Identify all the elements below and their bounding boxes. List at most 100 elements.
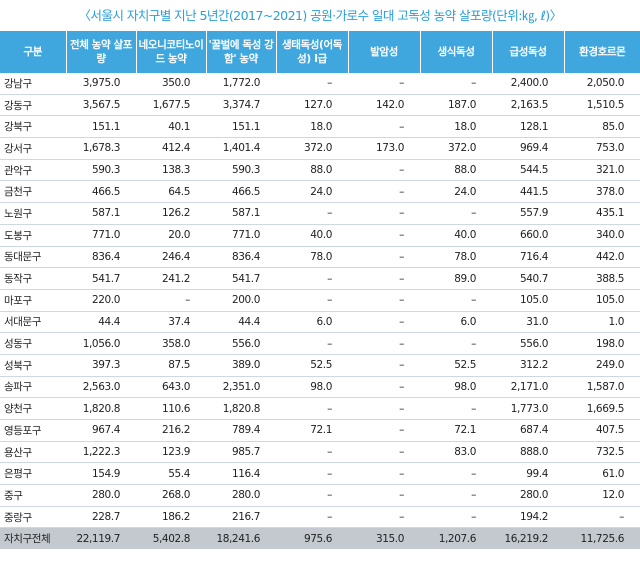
column-header: '꿀벌에 독성 강함' 농약 <box>206 31 277 73</box>
value-cell: 372.0 <box>276 137 348 160</box>
district-cell: 금천구 <box>0 180 66 204</box>
value-cell: 1,401.4 <box>206 137 276 160</box>
table-row: 강남구 3,975.0 350.0 1,772.0– – –2,400.0 2,050.0 <box>0 73 640 95</box>
value-cell: 186.2 <box>136 506 206 529</box>
column-header: 네오니코티노이드 농약 <box>136 31 207 73</box>
value-cell: 216.2 <box>136 419 206 442</box>
value-cell: 407.5 <box>564 419 640 442</box>
value-cell: 969.4 <box>492 137 564 160</box>
value-cell: 2,163.5 <box>492 94 564 117</box>
value-cell: 85.0 <box>564 115 640 139</box>
value-cell: 110.6 <box>136 397 206 420</box>
table-row: 관악구 590.3 138.3 590.3 88.0–88.0 544.5 321.0 <box>0 159 640 182</box>
district-cell: 영등포구 <box>0 419 66 442</box>
value-cell: – <box>348 115 420 139</box>
value-cell: – <box>420 202 492 225</box>
value-cell: – <box>348 462 420 486</box>
value-cell: 99.4 <box>492 462 564 486</box>
value-cell: 340.0 <box>564 224 640 247</box>
table-row: 도봉구 771.0 20.0 771.0 40.0–40.0 660.0 340.0 <box>0 224 640 247</box>
column-header: 발암성 <box>348 31 421 73</box>
district-cell: 마포구 <box>0 289 66 312</box>
value-cell: 771.0 <box>66 224 136 247</box>
value-cell: – <box>276 332 348 355</box>
value-cell: – <box>348 441 420 464</box>
value-cell: – <box>276 289 348 312</box>
value-cell: 78.0 <box>420 246 492 269</box>
value-cell: 61.0 <box>564 462 640 486</box>
value-cell: 378.0 <box>564 180 640 204</box>
value-cell: 466.5 <box>66 180 136 204</box>
value-cell: 771.0 <box>206 224 276 247</box>
district-cell: 양천구 <box>0 397 66 420</box>
value-cell: – <box>348 354 420 377</box>
district-cell: 관악구 <box>0 159 66 182</box>
value-cell: – <box>348 180 420 204</box>
district-cell: 노원구 <box>0 202 66 225</box>
district-cell: 자치구전체 <box>0 527 66 550</box>
district-cell: 서대문구 <box>0 311 66 334</box>
total-row: 자치구전체 22,119.7 5,402.8 18,241.6 975.6 315.0 1,… <box>0 527 640 550</box>
value-cell: 18.0 <box>420 115 492 139</box>
value-cell: 350.0 <box>136 73 206 95</box>
table-row: 마포구 220.0–200.0– – –105.0 105.0 <box>0 289 640 312</box>
value-cell: – <box>276 73 348 95</box>
value-cell: 557.9 <box>492 202 564 225</box>
district-cell: 도봉구 <box>0 224 66 247</box>
pesticide-table: 구분 전체 농약 살포량 네오니코티노이드 농약 '꿀벌에 독성 강함' 농약 생태독성… <box>0 31 640 550</box>
value-cell: 321.0 <box>564 159 640 182</box>
value-cell: 105.0 <box>492 289 564 312</box>
value-cell: 280.0 <box>492 484 564 507</box>
value-cell: 556.0 <box>492 332 564 355</box>
value-cell: 466.5 <box>206 180 276 204</box>
value-cell: 388.5 <box>564 267 640 290</box>
value-cell: 753.0 <box>564 137 640 160</box>
value-cell: 40.1 <box>136 115 206 139</box>
district-cell: 강동구 <box>0 94 66 117</box>
value-cell: 412.4 <box>136 137 206 160</box>
value-cell: 173.0 <box>348 137 420 160</box>
table-row: 용산구 1,222.3 123.9 985.7– –83.0 888.0 732.5 <box>0 441 640 464</box>
value-cell: 2,351.0 <box>206 376 276 399</box>
value-cell: 397.3 <box>66 354 136 377</box>
value-cell: 789.4 <box>206 419 276 442</box>
value-cell: 836.4 <box>206 246 276 269</box>
value-cell: 1,207.6 <box>420 527 492 550</box>
value-cell: 441.5 <box>492 180 564 204</box>
value-cell: – <box>276 441 348 464</box>
value-cell: 187.0 <box>420 94 492 117</box>
table-row: 금천구 466.5 64.5 466.5 24.0–24.0 441.5 378.0 <box>0 180 640 204</box>
value-cell: 1,820.8 <box>66 397 136 420</box>
value-cell: 3,975.0 <box>66 73 136 95</box>
value-cell: 435.1 <box>564 202 640 225</box>
value-cell: 40.0 <box>420 224 492 247</box>
value-cell: 11,725.6 <box>564 527 640 550</box>
value-cell: 1,677.5 <box>136 94 206 117</box>
value-cell: 540.7 <box>492 267 564 290</box>
value-cell: 985.7 <box>206 441 276 464</box>
value-cell: – <box>348 267 420 290</box>
value-cell: 1,510.5 <box>564 94 640 117</box>
value-cell: 20.0 <box>136 224 206 247</box>
value-cell: 836.4 <box>66 246 136 269</box>
value-cell: 89.0 <box>420 267 492 290</box>
value-cell: – <box>420 506 492 529</box>
value-cell: 72.1 <box>276 419 348 442</box>
value-cell: 732.5 <box>564 441 640 464</box>
district-cell: 강서구 <box>0 137 66 160</box>
district-cell: 송파구 <box>0 376 66 399</box>
value-cell: 88.0 <box>420 159 492 182</box>
column-header: 생식독성 <box>420 31 493 73</box>
value-cell: 116.4 <box>206 462 276 486</box>
value-cell: – <box>348 311 420 334</box>
value-cell: 1,678.3 <box>66 137 136 160</box>
column-header: 급성독성 <box>492 31 565 73</box>
value-cell: 31.0 <box>492 311 564 334</box>
value-cell: – <box>276 506 348 529</box>
value-cell: 1,820.8 <box>206 397 276 420</box>
value-cell: 1,587.0 <box>564 376 640 399</box>
value-cell: 541.7 <box>206 267 276 290</box>
table-row: 성북구 397.3 87.5 389.0 52.5–52.5 312.2 249.0 <box>0 354 640 377</box>
value-cell: 442.0 <box>564 246 640 269</box>
value-cell: 249.0 <box>564 354 640 377</box>
